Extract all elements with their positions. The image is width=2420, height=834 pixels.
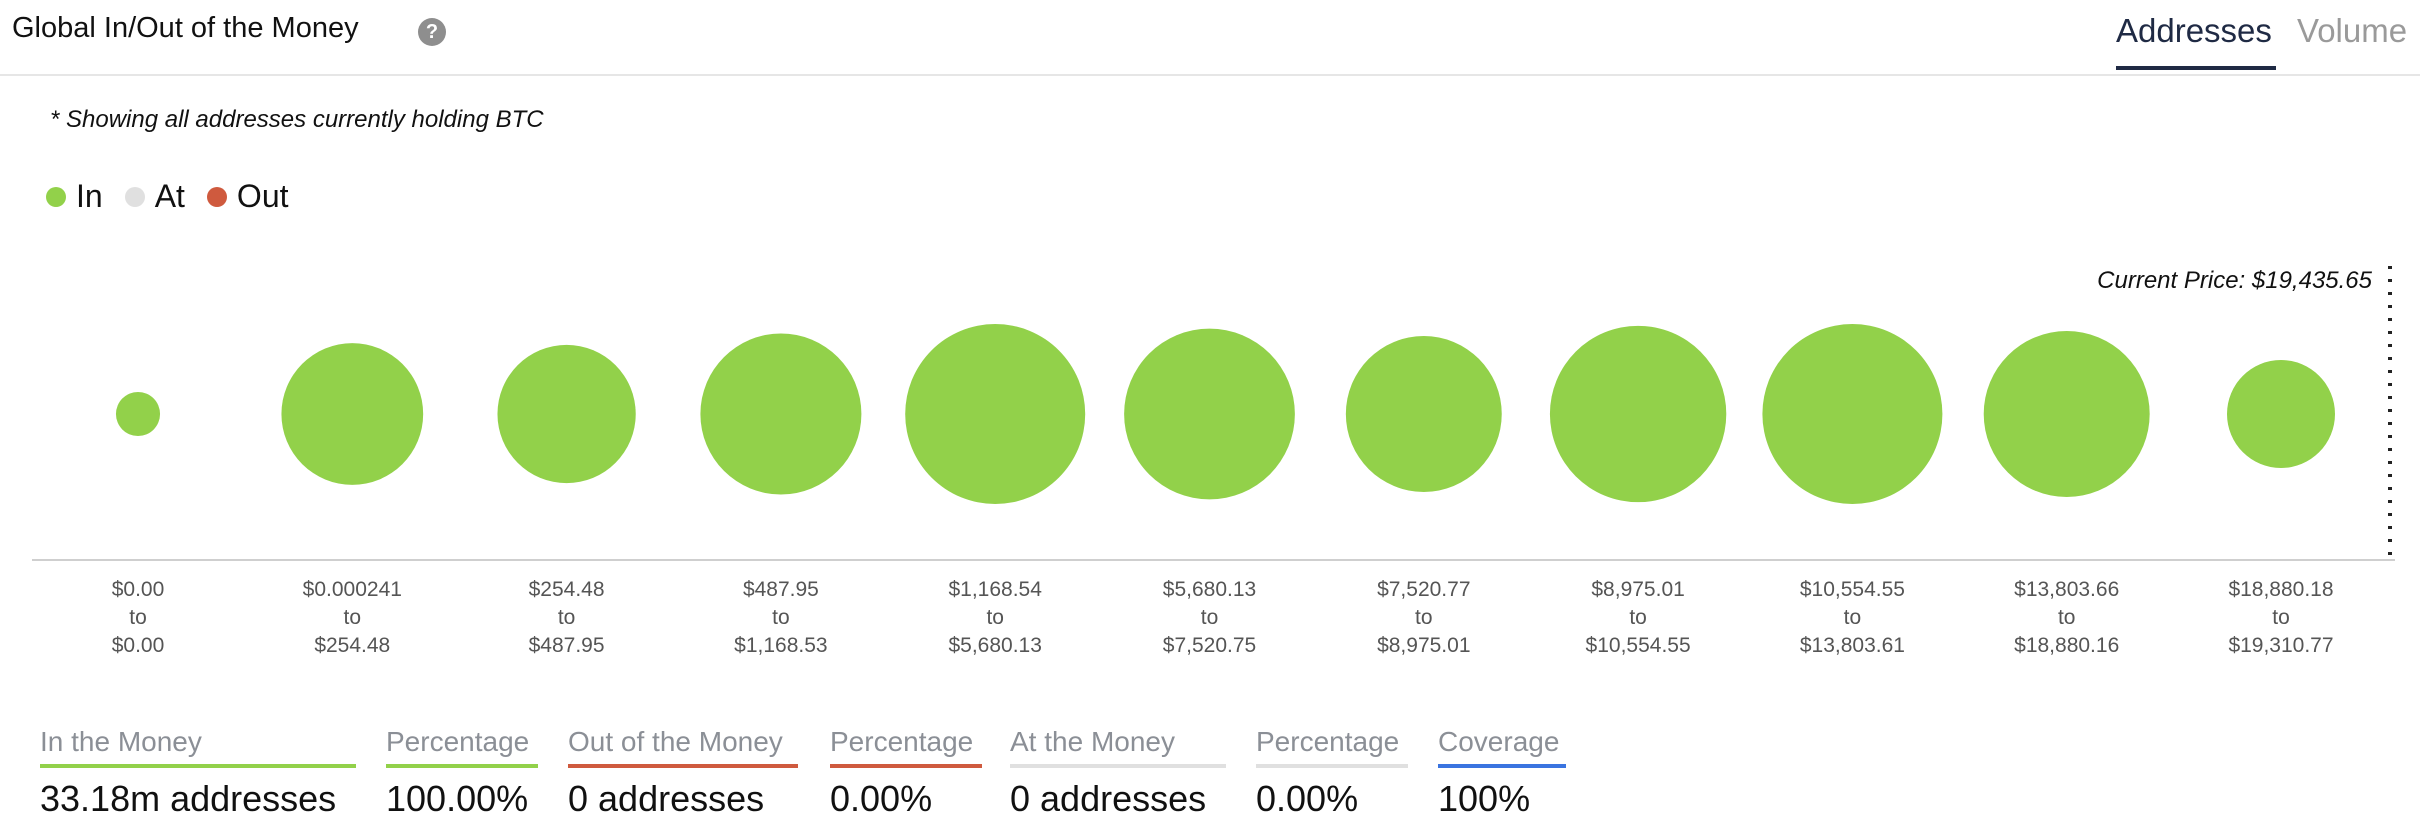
stat-underline-4 <box>1010 764 1226 768</box>
tick-label-4-2: $5,680.13 <box>948 634 1041 657</box>
bubble-4 <box>905 324 1086 504</box>
tick-label-8-2: $13,803.61 <box>1800 634 1905 657</box>
stat-6: Coverage 100% <box>1438 726 1566 820</box>
stat-value-6: 100% <box>1438 778 1531 819</box>
stat-4: At the Money 0 addresses <box>1010 726 1226 820</box>
question-circle-icon[interactable]: ? <box>418 18 446 46</box>
tick-label-1-2: $254.48 <box>314 634 390 657</box>
tick-label-8-1: to <box>1844 606 1862 629</box>
tick-label-2-2: $487.95 <box>529 634 605 657</box>
tick-label-10-0: $18,880.18 <box>2228 578 2333 601</box>
tick-label-0-0: $0.00 <box>112 578 165 601</box>
bubble-2 <box>497 344 636 484</box>
stat-underline-5 <box>1256 764 1408 768</box>
tick-label-9-1: to <box>2058 606 2076 629</box>
chart-legend: In At Out <box>46 178 311 215</box>
tab-addresses[interactable]: Addresses <box>2116 12 2272 49</box>
stat-underline-6 <box>1438 764 1566 768</box>
stat-underline-2 <box>568 764 798 768</box>
legend-item-out[interactable]: Out <box>206 178 289 215</box>
widget-title: Global In/Out of the Money <box>12 12 359 44</box>
bubble-5 <box>1124 328 1295 500</box>
stat-value-2: 0 addresses <box>568 778 765 819</box>
current-price-label: Current Price: $19,435.65 <box>2097 267 2372 294</box>
active-tab-indicator <box>2116 66 2276 70</box>
tick-label-5-2: $7,520.75 <box>1163 634 1256 657</box>
stat-label-4: At the Money <box>1010 726 1175 757</box>
stat-5: Percentage 0.00% <box>1256 726 1408 820</box>
stat-underline-3 <box>830 764 982 768</box>
stat-value-3: 0.00% <box>830 778 933 819</box>
bubble-3 <box>700 333 862 495</box>
legend-dot-out-icon <box>206 186 227 207</box>
tick-label-9-2: $18,880.16 <box>2014 634 2119 657</box>
stat-label-5: Percentage <box>1256 726 1400 757</box>
tick-label-7-1: to <box>1629 606 1647 629</box>
tick-label-0-1: to <box>129 606 147 629</box>
bubble-6 <box>1345 336 1502 492</box>
tick-label-6-2: $8,975.01 <box>1377 634 1470 657</box>
stat-label-2: Out of the Money <box>568 726 783 757</box>
tab-volume[interactable]: Volume <box>2297 12 2408 49</box>
bubble-7 <box>1549 325 1727 503</box>
bubble-1 <box>281 343 424 485</box>
holding-note: * Showing all addresses currently holdin… <box>50 106 544 133</box>
tick-label-3-0: $487.95 <box>743 578 819 601</box>
stat-label-3: Percentage <box>830 726 974 757</box>
stat-3: Percentage 0.00% <box>830 726 982 820</box>
stat-2: Out of the Money 0 addresses <box>568 726 798 820</box>
stat-underline-0 <box>40 764 356 768</box>
bubble-8 <box>1762 324 1943 504</box>
tick-label-10-1: to <box>2272 606 2290 629</box>
bubble-9 <box>1983 331 2150 497</box>
legend-label-out: Out <box>236 178 289 214</box>
tick-label-9-0: $13,803.66 <box>2014 578 2119 601</box>
stat-label-0: In the Money <box>40 726 202 757</box>
stat-underline-1 <box>386 764 538 768</box>
legend-label-at: At <box>154 178 185 214</box>
bubble-0 <box>115 391 161 437</box>
tick-label-3-2: $1,168.53 <box>734 634 827 657</box>
stat-label-1: Percentage <box>386 726 530 757</box>
tick-label-2-1: to <box>558 606 576 629</box>
tick-label-8-0: $10,554.55 <box>1800 578 1905 601</box>
tick-label-7-2: $10,554.55 <box>1586 634 1691 657</box>
tick-label-7-0: $8,975.01 <box>1591 578 1684 601</box>
legend-dot-in-icon <box>46 186 66 207</box>
tick-label-5-1: to <box>1201 606 1219 629</box>
tick-label-3-1: to <box>772 606 790 629</box>
tick-label-4-1: to <box>986 606 1004 629</box>
stat-value-0: 33.18m addresses <box>40 778 337 819</box>
stat-1: Percentage 100.00% <box>386 726 538 820</box>
stat-value-5: 0.00% <box>1256 778 1359 819</box>
tick-label-6-1: to <box>1415 606 1433 629</box>
widget-header: Global In/Out of the Money ? Addresses V… <box>0 0 2420 76</box>
tick-label-10-2: $19,310.77 <box>2228 634 2333 657</box>
legend-item-in[interactable]: In <box>46 178 103 215</box>
stat-0: In the Money 33.18m addresses <box>40 726 356 820</box>
tick-label-5-0: $5,680.13 <box>1163 578 1256 601</box>
tick-label-6-0: $7,520.77 <box>1377 578 1470 601</box>
bubble-chart: Current Price: $19,435.65 $0.00 to $0.00 $0.… <box>32 266 2395 657</box>
legend-label-in: In <box>76 178 103 214</box>
stat-label-6: Coverage <box>1438 726 1560 757</box>
tick-label-1-1: to <box>344 606 362 629</box>
stat-value-1: 100.00% <box>386 778 529 819</box>
stat-value-4: 0 addresses <box>1010 778 1207 819</box>
tick-label-1-0: $0.000241 <box>303 578 402 601</box>
bubble-10 <box>2227 360 2335 468</box>
tick-label-4-0: $1,168.54 <box>948 578 1042 601</box>
legend-item-at[interactable]: At <box>124 178 185 215</box>
tick-label-2-0: $254.48 <box>529 578 605 601</box>
tick-label-0-2: $0.00 <box>112 634 165 657</box>
legend-dot-at-icon <box>124 186 145 207</box>
